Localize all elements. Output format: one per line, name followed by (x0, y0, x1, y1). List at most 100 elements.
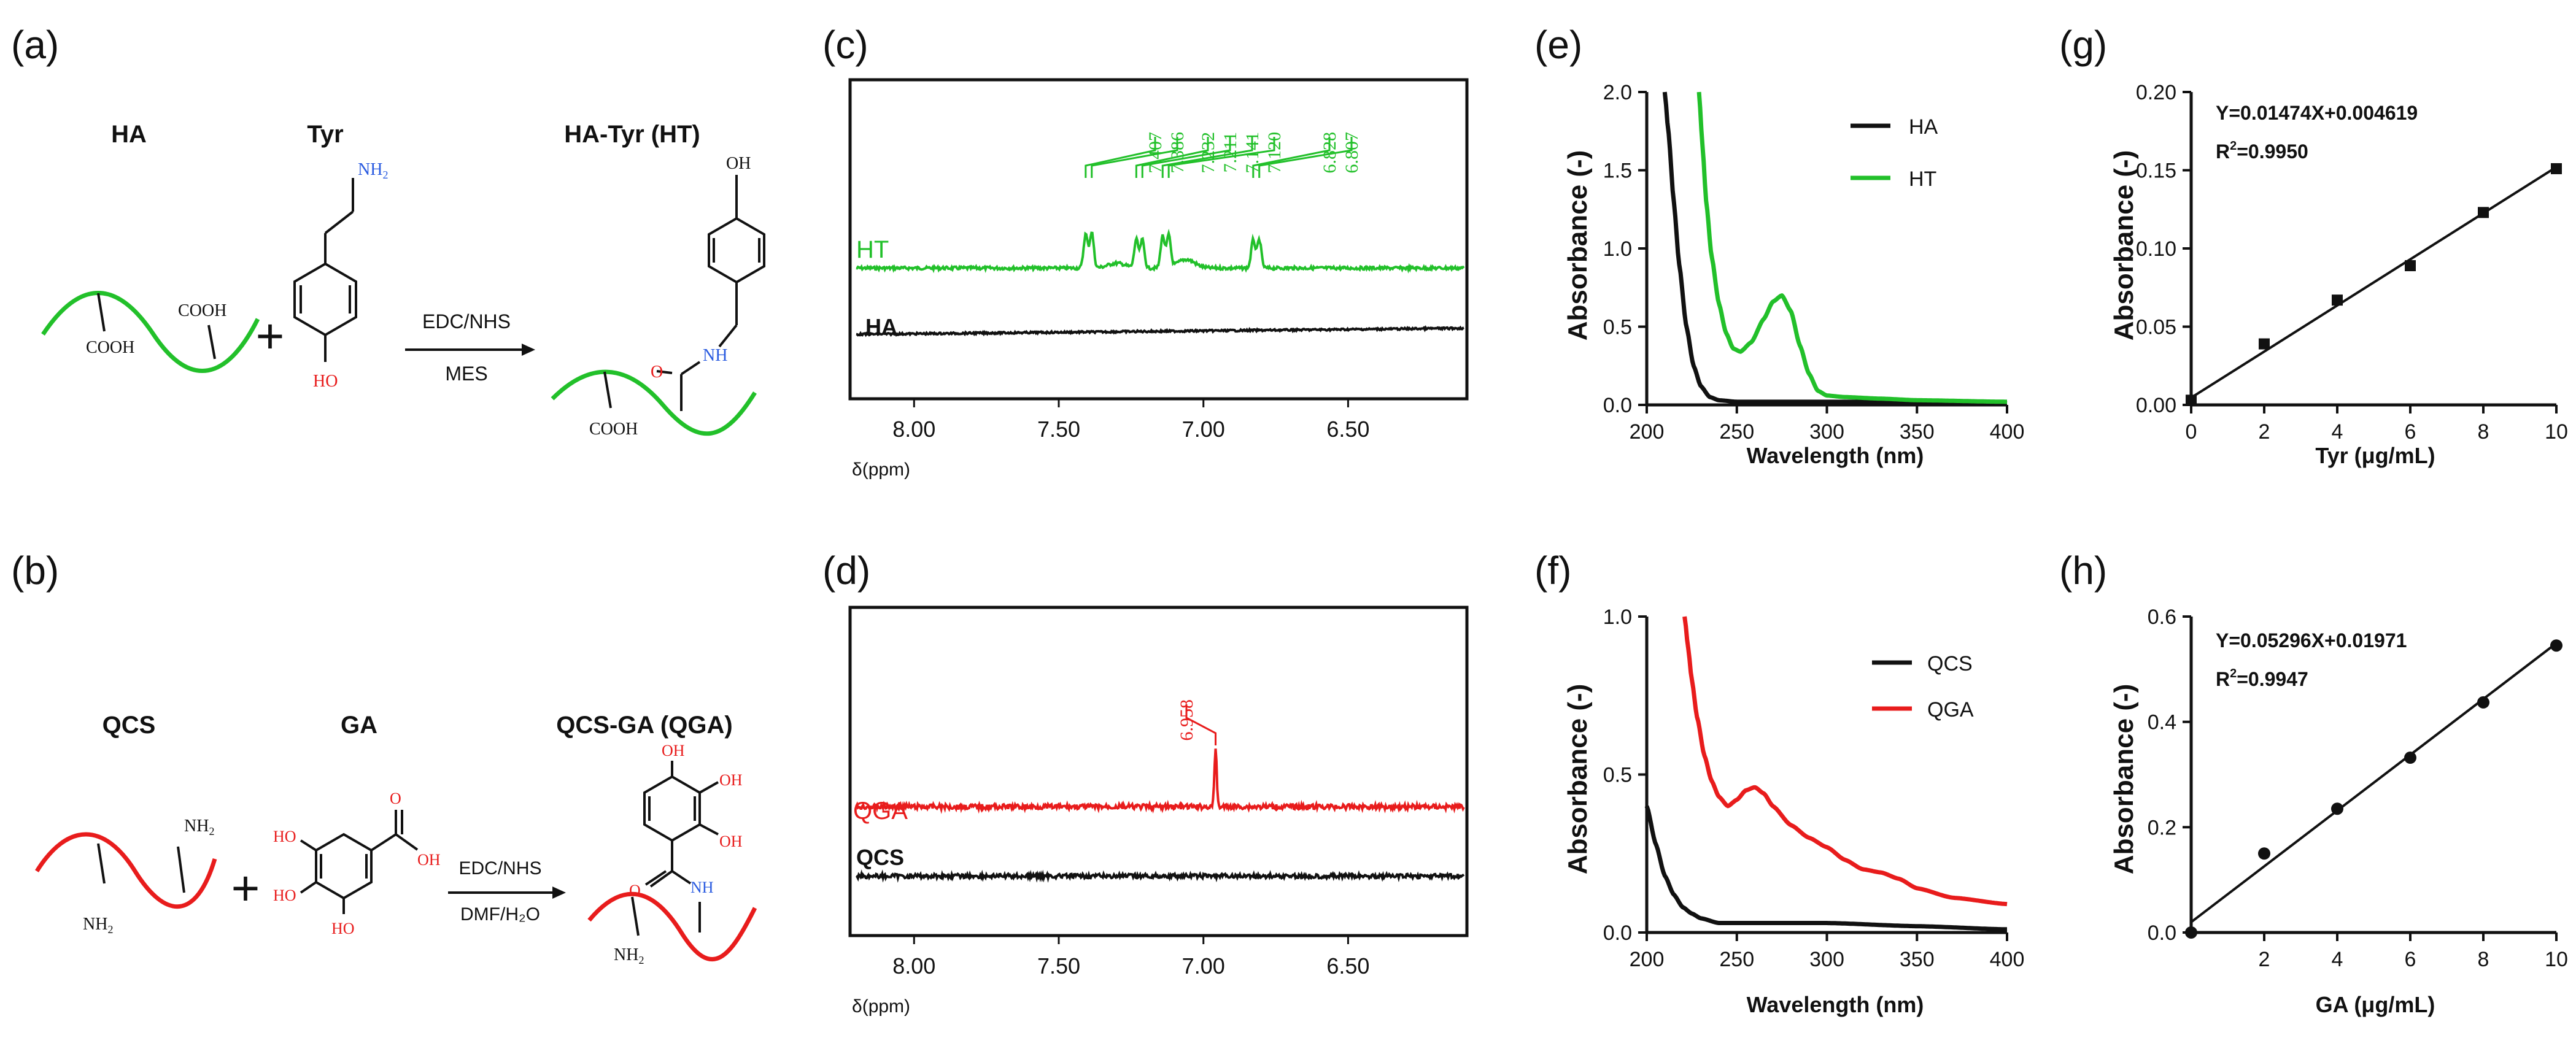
qcs-chain (35, 832, 217, 909)
cal-data-point (2405, 260, 2416, 272)
qga-o: O (629, 882, 641, 899)
cal-data-point (2404, 752, 2416, 764)
cal-x-tick-label: 8 (2478, 420, 2489, 444)
nmr-spectrum-qga (855, 748, 1465, 814)
qcs-nh2-bond-1 (97, 843, 106, 884)
ht-oh: OH (726, 154, 751, 173)
ht-chain (551, 369, 757, 436)
ga-ho-3: HO (331, 920, 355, 937)
cal-data-point (2477, 696, 2489, 709)
qga-oh-right1: OH (719, 771, 743, 789)
tyr-nh2: NH2 (358, 160, 388, 181)
cal-g-plot: 0 2 4 6 8 10 0.00 0.05 0.10 0.15 0.20 (2136, 81, 2568, 444)
uv-y-tick-label: 0.5 (1603, 316, 1632, 339)
qga-nh2-bond (631, 896, 640, 936)
cal-x-tick-label: 2 (2259, 948, 2270, 971)
panel-e: (e) 200 250 300 350 400 0.0 0.5 1.0 1.5 2.0 Absor… (1534, 23, 2024, 468)
uv-x-tick-label: 350 (1900, 420, 1935, 444)
nmr-tick-label: 7.50 (1037, 953, 1080, 979)
nmr-c-series-label-ha: HA (865, 314, 897, 339)
panel-g: (g) 0 2 4 6 8 10 0.00 0.05 0.10 0.15 0.20 Absorban… (2059, 23, 2568, 468)
cal-data-point (2551, 163, 2562, 174)
nmr-spectrum-ha (856, 325, 1464, 337)
scheme-b-arrowhead (552, 886, 566, 899)
scheme-a-tyr-title: Tyr (307, 121, 343, 148)
nmr-d-xlabel: δ(ppm) (852, 996, 910, 1017)
cal-y-tick-label: 0.0 (2148, 921, 2176, 945)
cal-y-tick-label: 0.6 (2148, 606, 2176, 629)
cal-y-tick-label: 0.00 (2136, 394, 2176, 417)
cal-h-r2: R2=0.9947 (2216, 667, 2308, 690)
qga-nh: NH (690, 879, 714, 896)
qga-nh2: NH2 (614, 945, 644, 966)
uv-series-qga (1682, 616, 2008, 907)
nmr-peak-leader (1091, 137, 1178, 178)
nmr-peak-leader (1258, 137, 1353, 178)
uv-y-tick-label: 1.0 (1603, 606, 1632, 629)
cal-data-point (2332, 294, 2343, 306)
uv-f-xlabel: Wavelength (nm) (1747, 992, 1924, 1017)
cal-y-tick-label: 0.15 (2136, 160, 2176, 183)
cal-y-tick-label: 0.4 (2148, 711, 2176, 734)
scheme-a-arrowhead (522, 344, 535, 356)
scheme-b-product-title: QCS-GA (QGA) (556, 712, 732, 739)
panel-label-b: (b) (11, 548, 59, 593)
nmr-d-series-label-qcs: QCS (856, 845, 904, 870)
uv-x-tick-label: 200 (1630, 948, 1665, 971)
nmr-c-xlabel: δ(ppm) (852, 460, 910, 480)
uv-y-tick-label: 2.0 (1603, 81, 1632, 104)
ga-oh-acid: OH (417, 851, 441, 869)
scheme-b-plus: + (231, 861, 260, 915)
nmr-d-frame (848, 606, 1469, 937)
uv-y-tick-label: 0.0 (1603, 394, 1632, 417)
qcs-nh2-right: NH2 (184, 817, 214, 837)
nmr-peak-leader (1161, 137, 1253, 178)
qga-oh-right2: OH (719, 833, 743, 850)
ha-cooh-left: COOH (86, 338, 134, 357)
ha-cooh-right: COOH (178, 301, 226, 320)
nmr-peak-leader (1085, 137, 1156, 178)
uv-x-tick-label: 200 (1630, 420, 1665, 444)
cal-data-point (2550, 639, 2562, 652)
cal-h-xlabel: GA (μg/mL) (2316, 992, 2435, 1017)
panel-label-c: (c) (822, 23, 868, 67)
panel-label-a: (a) (11, 23, 59, 67)
nmr-peak-leader (1185, 704, 1217, 745)
uv-f-plot: 200 250 300 350 400 0.0 0.5 1.0 (1603, 606, 2025, 971)
cal-data-point (2185, 926, 2197, 939)
uv-y-tick-label: 0.5 (1603, 764, 1632, 787)
panel-c: (c) 8.00 7.50 7.00 6.507.407 7.386 7.232 7.211… (822, 23, 1469, 480)
cal-x-tick-label: 6 (2405, 420, 2416, 444)
cal-x-tick-label: 2 (2259, 420, 2270, 444)
ha-cooh-bond-1 (97, 293, 106, 332)
uv-e-legend-ht: HT (1909, 167, 1936, 191)
uv-x-tick-label: 350 (1900, 948, 1935, 971)
cal-h-equation: Y=0.05296X+0.01971 (2216, 629, 2407, 652)
nmr-peak-leader (1252, 137, 1331, 178)
uv-e-ylabel: Absorbance (-) (1563, 150, 1593, 340)
uv-x-tick-label: 400 (1990, 948, 2025, 971)
cal-y-tick-label: 0.2 (2148, 816, 2176, 839)
uv-f-legend-qcs: QCS (1927, 652, 1973, 675)
scheme-b-cond-bottom: DMF/H₂O (460, 904, 540, 925)
ga-ho-1: HO (273, 828, 296, 845)
panel-d: (d) 8.00 7.50 7.00 6.506.958 QGA QCS δ(ppm) (822, 548, 1469, 1017)
scheme-a: (a) HA Tyr HA-Tyr (HT) COOH COOH + NH2 H… (11, 23, 765, 439)
scheme-a-ha-title: HA (111, 121, 147, 148)
scheme-a-plus: + (256, 309, 285, 363)
uv-e-plot: 200 250 300 350 400 0.0 0.5 1.0 1.5 2.0 (1603, 81, 2025, 444)
nmr-tick-label: 7.00 (1182, 953, 1225, 979)
uv-x-tick-label: 300 (1809, 420, 1844, 444)
panel-label-e: (e) (1534, 23, 1582, 67)
cal-y-tick-label: 0.05 (2136, 316, 2176, 339)
cal-data-point (2186, 394, 2197, 406)
panel-label-h: (h) (2059, 548, 2107, 593)
panel-label-d: (d) (822, 548, 870, 593)
uv-e-legend-ha: HA (1909, 115, 1938, 139)
uv-e-xlabel: Wavelength (nm) (1747, 443, 1924, 468)
cal-g-r2: R2=0.9950 (2216, 139, 2308, 163)
nmr-c-frame (848, 78, 1469, 401)
uv-y-tick-label: 1.5 (1603, 160, 1632, 183)
nmr-tick-label: 8.00 (892, 417, 935, 442)
